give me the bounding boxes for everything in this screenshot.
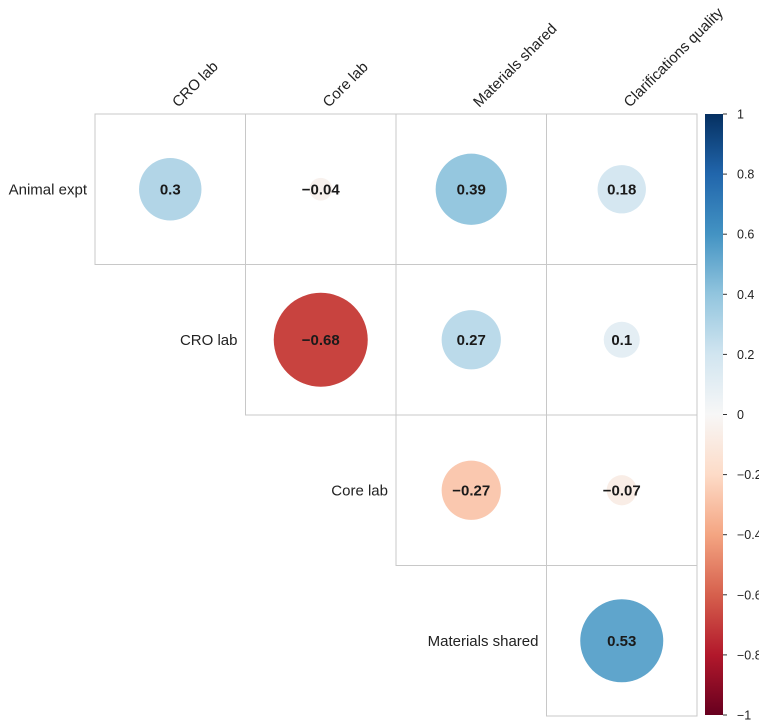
row-label-cro-lab: CRO lab bbox=[180, 332, 238, 349]
colorbar-gradient bbox=[705, 114, 723, 715]
colorbar-tick-label: −0.6 bbox=[737, 588, 759, 602]
colorbar-tick-label: 0.8 bbox=[737, 168, 754, 182]
correlation-value-label: 0.53 bbox=[607, 633, 636, 650]
colorbar-tick-label: 0 bbox=[737, 408, 744, 422]
column-label-cro-lab: CRO lab bbox=[169, 58, 222, 111]
correlation-circle bbox=[435, 153, 507, 225]
correlation-circle bbox=[139, 158, 202, 221]
correlation-cell: 0.27 bbox=[441, 310, 501, 370]
correlation-circle bbox=[441, 460, 501, 520]
correlation-cell: 0.18 bbox=[597, 165, 646, 214]
colorbar-tick-label: 0.6 bbox=[737, 228, 754, 242]
correlation-cell: 0.3 bbox=[139, 158, 202, 221]
correlation-value-label: 0.27 bbox=[457, 332, 486, 349]
column-label-materials-shared: Materials shared bbox=[470, 20, 560, 110]
grid bbox=[94, 113, 698, 717]
correlation-cell: 0.53 bbox=[580, 599, 664, 683]
column-label-core-lab: Core lab bbox=[320, 59, 372, 111]
correlation-cell: −0.27 bbox=[441, 460, 501, 520]
row-labels: Animal expt CRO lab Core lab Materials shar… bbox=[9, 181, 539, 650]
column-label-clarifications-quality: Clarifications quality bbox=[621, 4, 728, 111]
correlation-cell: 0.1 bbox=[603, 321, 640, 358]
row-label-animal-expt: Animal expt bbox=[9, 181, 88, 198]
correlation-circle bbox=[606, 475, 637, 506]
correlation-circle bbox=[603, 321, 640, 358]
correlation-cell: −0.68 bbox=[273, 292, 368, 387]
correlation-circle bbox=[580, 599, 664, 683]
correlation-circle bbox=[597, 165, 646, 214]
correlation-value-label: 0.1 bbox=[611, 332, 632, 349]
row-label-core-lab: Core lab bbox=[331, 482, 388, 499]
colorbar-tick-label: 0.4 bbox=[737, 288, 754, 302]
correlation-circle bbox=[273, 292, 368, 387]
colorbar-tick-label: 0.2 bbox=[737, 348, 754, 362]
correlation-value-label: −0.68 bbox=[302, 332, 340, 349]
correlation-value-label: 0.18 bbox=[607, 181, 636, 198]
correlation-value-label: −0.07 bbox=[603, 482, 641, 499]
colorbar-tick-label: −0.2 bbox=[737, 468, 759, 482]
correlation-circle bbox=[441, 310, 501, 370]
row-label-materials-shared: Materials shared bbox=[428, 633, 539, 650]
correlation-cell: −0.04 bbox=[302, 177, 341, 201]
colorbar: 1 0.8 0.6 0.4 0.2 0 −0.2 −0.4 −0.6 −0.8 −1 bbox=[705, 108, 759, 721]
correlation-cell: −0.07 bbox=[603, 475, 641, 506]
correlation-circles: 0.3 −0.04 0.39 0.18 −0.68 0.27 0.1 −0.27 −0.07 0.… bbox=[139, 153, 664, 683]
colorbar-tick-label: −0.8 bbox=[737, 648, 759, 662]
correlation-value-label: 0.3 bbox=[160, 181, 181, 198]
colorbar-tick-label: −0.4 bbox=[737, 528, 759, 542]
colorbar-tick-label: −1 bbox=[737, 709, 751, 721]
correlation-value-label: −0.04 bbox=[302, 181, 341, 198]
colorbar-tick-label: 1 bbox=[737, 108, 744, 122]
correlation-value-label: 0.39 bbox=[457, 181, 486, 198]
correlation-circle bbox=[309, 177, 333, 201]
column-labels: CRO lab Core lab Materials shared Clarifica… bbox=[169, 4, 727, 111]
correlation-value-label: −0.27 bbox=[452, 482, 490, 499]
correlation-cell: 0.39 bbox=[435, 153, 507, 225]
